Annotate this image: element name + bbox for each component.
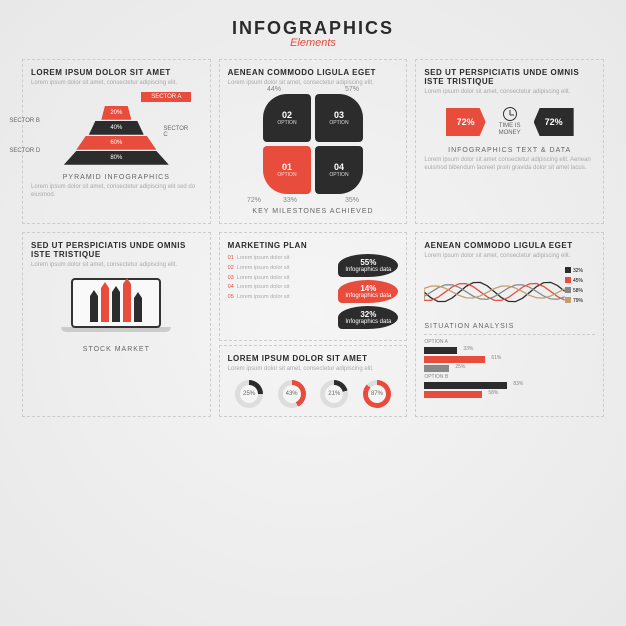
sector-a-label: SECTOR A [141, 92, 191, 102]
footer-text: Lorem ipsum dolor sit amet, consectetur … [31, 184, 202, 200]
middle-stack: MARKETING PLAN 01Lorem ipsum dolor sit02… [219, 232, 408, 417]
petal: 03OPTION [315, 94, 363, 142]
petal: 04OPTION [315, 146, 363, 194]
list-item: 04Lorem ipsum dolor sit [228, 283, 331, 293]
body-text: Lorem ipsum dolor sit amet, consectetur … [31, 80, 202, 88]
heading: SED UT PERSPICIATIS UNDE OMNIS ISTE TRIS… [31, 241, 202, 259]
body-text: Lorem ipsum dolor sit amet, consectetur … [228, 366, 399, 374]
list-item: 01Lorem ipsum dolor sit [228, 254, 331, 264]
petals-panel: AENEAN COMMODO LIGULA EGET Lorem ipsum d… [219, 59, 408, 224]
legend-item: 58% [565, 287, 595, 295]
body-text: Lorem ipsum dolor sit amet, consectetur … [31, 262, 202, 270]
donut: 87% [363, 380, 391, 408]
marketing-list: 01Lorem ipsum dolor sit02Lorem ipsum dol… [228, 254, 331, 332]
hbar-row: 58% [424, 391, 595, 398]
time-money-panel: SED UT PERSPICIATIS UNDE OMNIS ISTE TRIS… [415, 59, 604, 224]
bubble-stack: 55%Infographics data 14%Infographics data… [338, 254, 398, 332]
list-item: 05Lorem ipsum dolor sit [228, 293, 331, 303]
petal-chart: 44% 57% 35% 72% 33% 02OPTION03OPTION04OP… [263, 94, 363, 194]
donut: 21% [320, 380, 348, 408]
sector-label: SECTOR D [9, 148, 40, 154]
list-item: 02Lorem ipsum dolor sit [228, 264, 331, 274]
donut-row: 25% 43% 21% 87% [228, 380, 399, 408]
pyramid-row: 80% [64, 151, 169, 165]
heading: AENEAN COMMODO LIGULA EGET [424, 241, 595, 250]
legend-item: 32% [565, 267, 595, 275]
heading: LOREM IPSUM DOLOR SIT AMET [31, 68, 202, 77]
bubble: 55%Infographics data [338, 254, 398, 277]
page-subtitle: Elements [22, 37, 604, 49]
caption: KEY MILESTONES ACHIEVED [228, 208, 399, 215]
pct-blab: 33% [283, 197, 297, 204]
hbar-row: 83% [424, 382, 595, 389]
right-arrow: 72% [534, 108, 574, 136]
pct-bl: 72% [247, 197, 261, 204]
clock-icon [503, 107, 517, 121]
heading: MARKETING PLAN [228, 241, 399, 250]
caption: SITUATION ANALYSIS [424, 323, 595, 330]
pyramid-row: 20% [101, 106, 131, 120]
petal: 02OPTION [263, 94, 311, 142]
pyramid-row: 60% [76, 136, 156, 150]
pyramid-row: 40% [89, 121, 144, 135]
pyramid-chart: SECTOR A20%40%60%80%SECTOR BSECTOR CSECT… [51, 96, 181, 166]
sector-label: SECTOR B [9, 118, 40, 124]
caption: STOCK MARKET [31, 346, 202, 353]
heading: SED UT PERSPICIATIS UNDE OMNIS ISTE TRIS… [424, 68, 595, 86]
bubble: 32%Infographics data [338, 306, 398, 329]
stock-panel: SED UT PERSPICIATIS UNDE OMNIS ISTE TRIS… [22, 232, 211, 417]
clock-block: TIME IS MONEY [488, 107, 532, 137]
time-money-widget: 72% TIME IS MONEY 72% [424, 107, 595, 137]
left-arrow: 72% [446, 108, 486, 136]
hbar-row: 25% [424, 365, 595, 372]
stock-bar [134, 298, 142, 322]
caption: INFOGRAPHICS TEXT & DATA [424, 147, 595, 154]
footer-text: Lorem ipsum dolor sit amet consectetur a… [424, 157, 595, 173]
stock-bar [101, 288, 109, 322]
hbar-row: 33% [424, 347, 595, 354]
caption: PYRAMID INFOGRAPHICS [31, 174, 202, 181]
legend-item: 79% [565, 297, 595, 305]
wave-chart: 32% 45% 58% 79% [424, 267, 595, 317]
time-label: TIME IS MONEY [499, 123, 521, 136]
donut: 43% [278, 380, 306, 408]
stock-bar [90, 296, 98, 322]
marketing-panel: MARKETING PLAN 01Lorem ipsum dolor sit02… [219, 232, 408, 341]
hbar-row: 61% [424, 356, 595, 363]
stock-bar [123, 284, 131, 322]
page-title: INFOGRAPHICS [22, 18, 604, 39]
stock-bar [112, 292, 120, 322]
pct-tr: 57% [345, 86, 359, 93]
pct-tl: 44% [267, 86, 281, 93]
hbar-chart: OPTION A33%61%25%OPTION B83%58% [424, 339, 595, 398]
wave-legend: 32% 45% 58% 79% [565, 267, 595, 317]
bubble: 14%Infographics data [338, 280, 398, 303]
heading: LOREM IPSUM DOLOR SIT AMET [228, 354, 399, 363]
infographic-grid: LOREM IPSUM DOLOR SIT AMET Lorem ipsum d… [22, 59, 604, 417]
body-text: Lorem ipsum dolor sit amet, consectetur … [424, 253, 595, 261]
heading: AENEAN COMMODO LIGULA EGET [228, 68, 399, 77]
list-item: 03Lorem ipsum dolor sit [228, 274, 331, 284]
donut: 25% [235, 380, 263, 408]
body-text: Lorem ipsum dolor sit amet, consectetur … [228, 80, 399, 88]
body-text: Lorem ipsum dolor sit amet, consectetur … [424, 89, 595, 97]
pyramid-panel: LOREM IPSUM DOLOR SIT AMET Lorem ipsum d… [22, 59, 211, 224]
petal: 01OPTION [263, 146, 311, 194]
laptop-chart [61, 278, 171, 338]
situation-panel: AENEAN COMMODO LIGULA EGET Lorem ipsum d… [415, 232, 604, 417]
pct-br: 35% [345, 197, 359, 204]
legend-item: 45% [565, 277, 595, 285]
donut-panel: LOREM IPSUM DOLOR SIT AMET Lorem ipsum d… [219, 345, 408, 417]
sector-label: SECTOR C [163, 126, 188, 138]
